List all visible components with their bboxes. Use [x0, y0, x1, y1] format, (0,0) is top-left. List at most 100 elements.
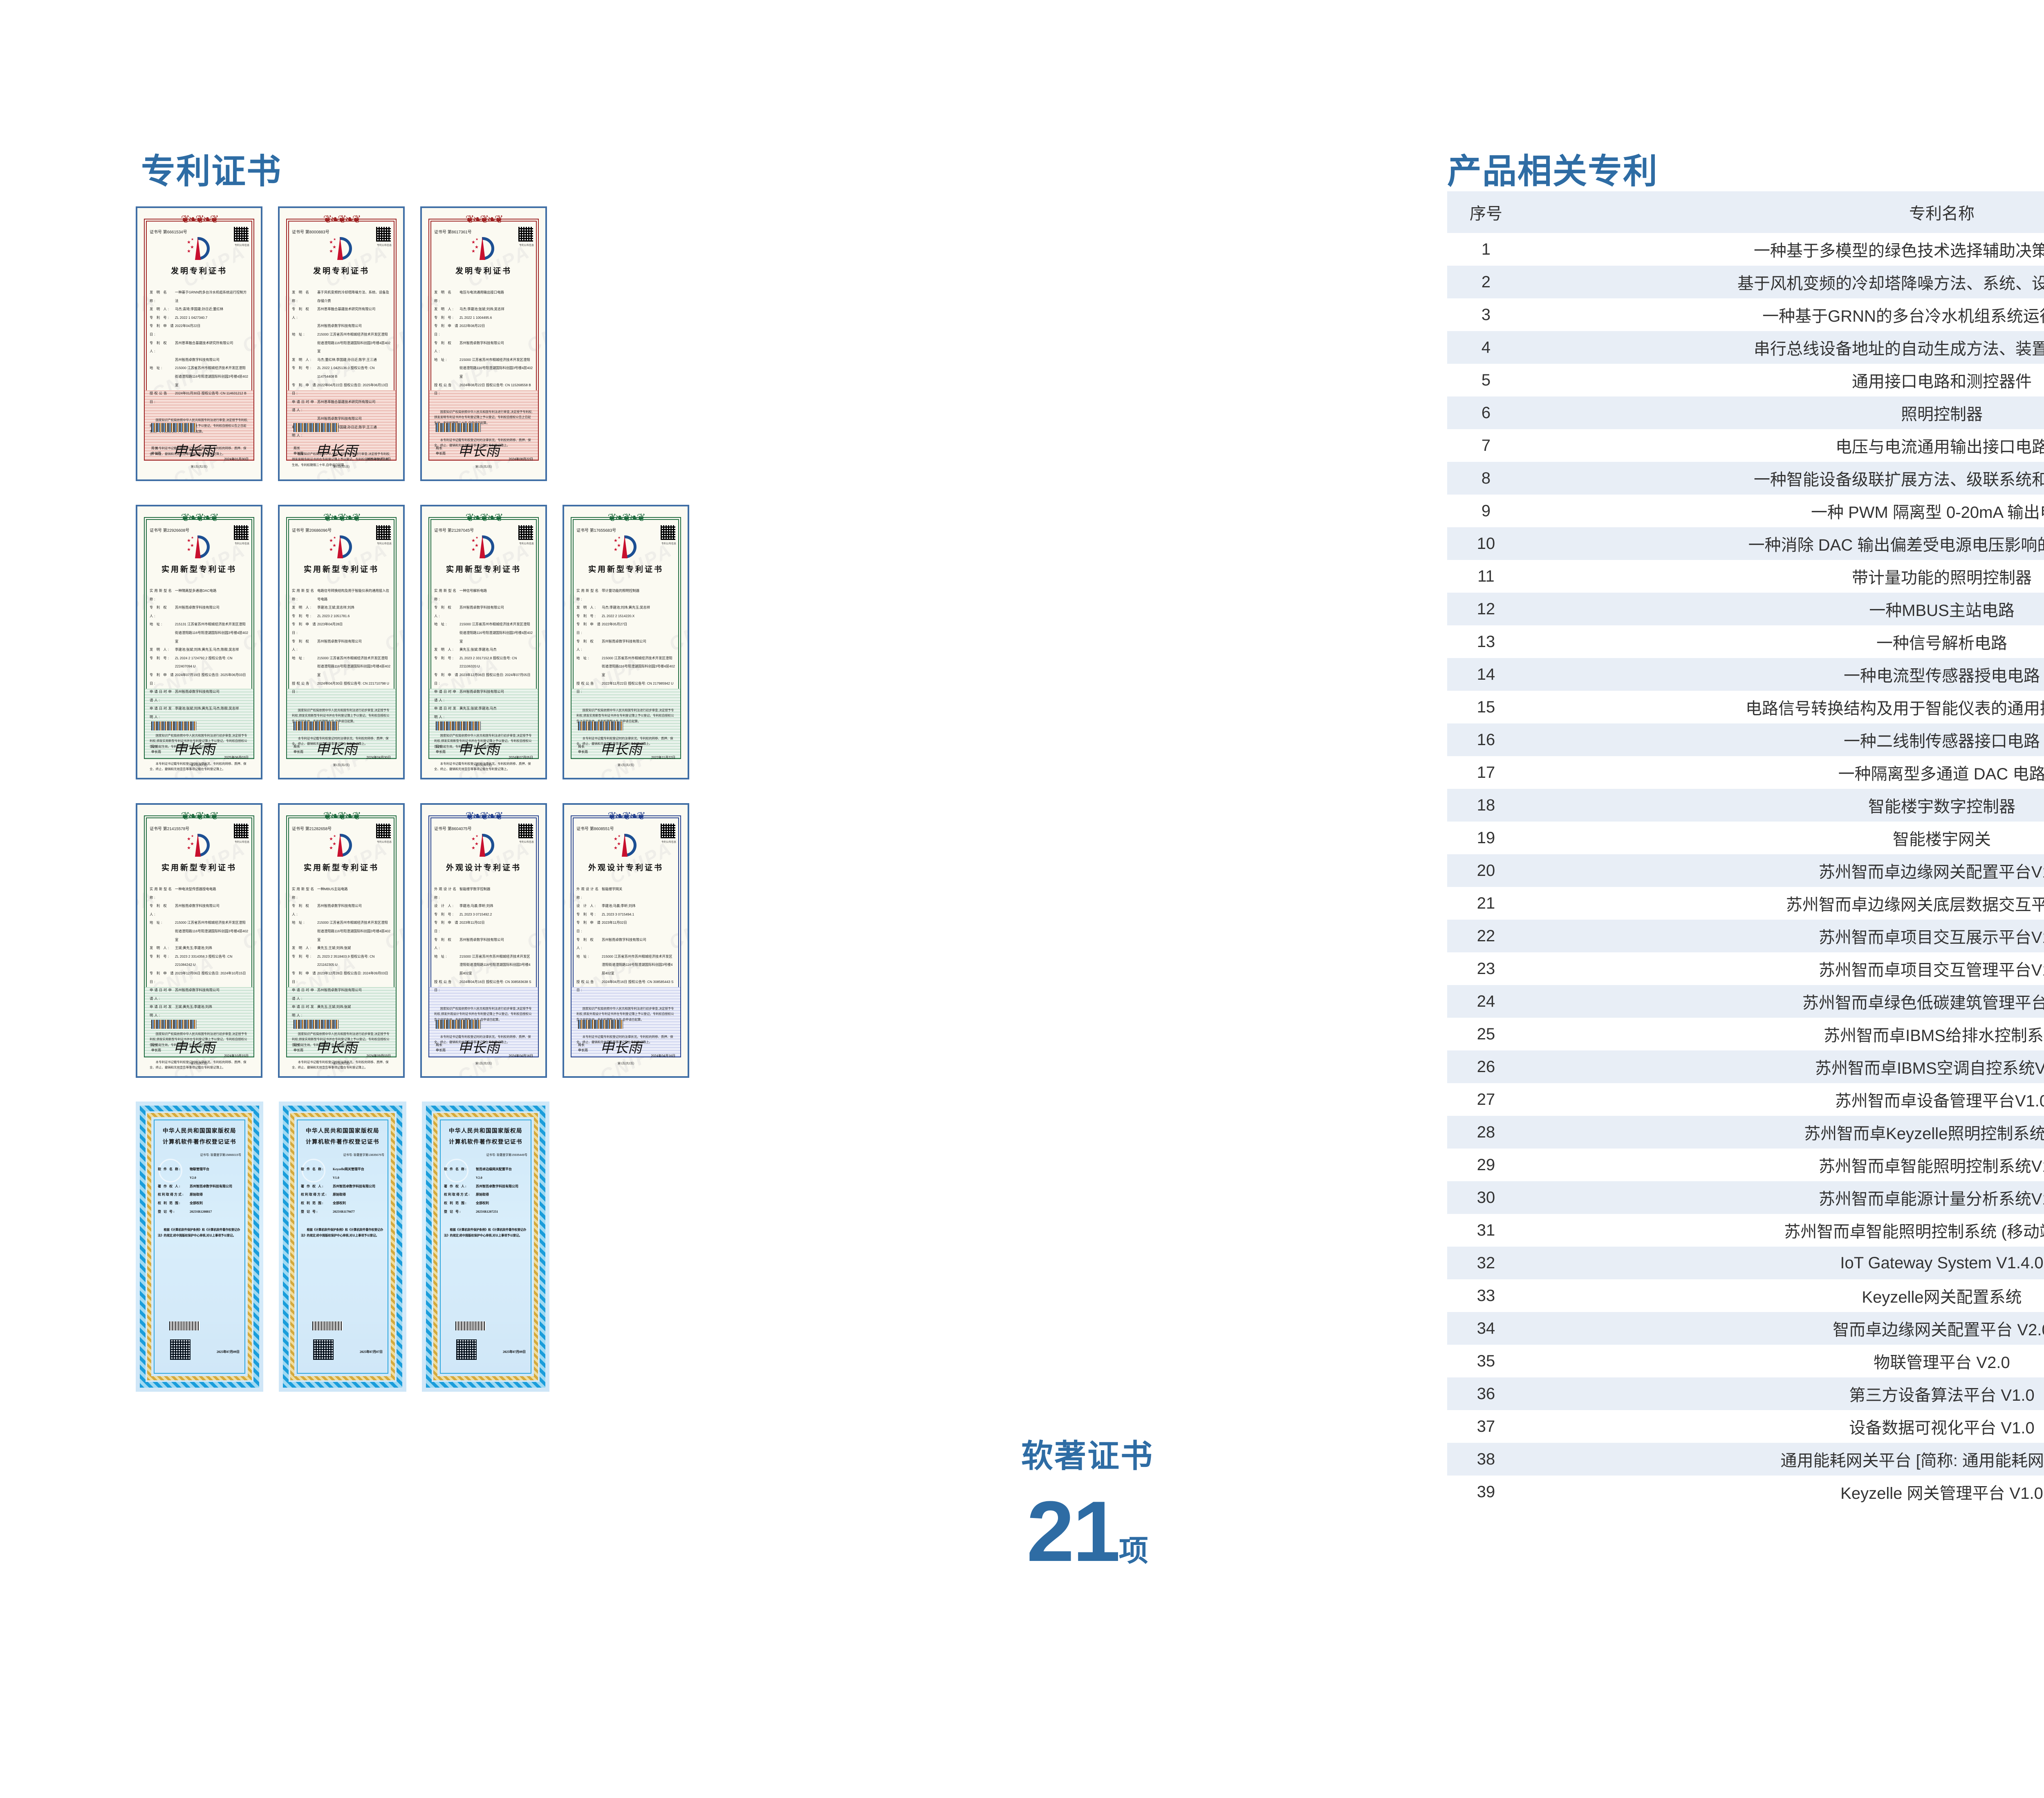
certificate-field: 外观设计名称: 智能楼宇网关	[576, 885, 675, 902]
software-certificate-field-value: 全部权利	[190, 1201, 203, 1205]
software-certificate-fields: 软 件 名 称: 智而卓边缘网关配置平台 V2.0 著 作 权 人: 苏州智而卓数字科技…	[444, 1165, 527, 1216]
cell-index: 28	[1477, 1123, 1495, 1141]
certificate-paragraph-2: 本专利证书记载专利权登记时的法律状况。专利权的转移、质押、保全、终止、撤销和无效…	[150, 761, 247, 771]
certificate-page-mark: 第1页(共1页)	[191, 764, 208, 767]
certificate-field-label: 申请日时发明人:	[150, 706, 173, 719]
certificate-issue-date: 2024年09月03日	[366, 1054, 391, 1058]
certificate-field-value: ZL 2022 2 1514220.X	[602, 614, 635, 618]
certificate-field: 专 利 申 请 日: 2022年05月27日	[576, 620, 675, 637]
certificate-heading: 实用新型专利证书	[303, 565, 379, 574]
certificate-field-label: 地 址:	[434, 622, 448, 627]
certificate-field: 申请日时发明人: 黄先玉;王斌;刘炜;张斌	[292, 1003, 391, 1019]
certificate-field-value: 苏州智而卓数字科技有限公司	[175, 605, 220, 610]
software-certificate-field: 软 件 名 称: 物联管理平台	[158, 1165, 241, 1174]
software-certificate-field-value: 2025SR1208817	[190, 1209, 212, 1214]
certificate-signature: 局长 申长雨 申长雨	[436, 1040, 500, 1056]
certificate-field-value: 苏州智而卓数字科技有限公司	[317, 988, 362, 992]
signature-handwriting: 申长雨	[458, 1039, 500, 1056]
certificate-field: 地 址: 215000 江苏省苏州市相城经济技术开发区澄阳街道澄阳路116号阳澄湖…	[576, 654, 675, 679]
certificate-field-label: 地 址:	[576, 656, 590, 660]
software-certificate-field: V2.0	[444, 1174, 527, 1182]
certificate-page-mark: 第1页(共2页)	[333, 764, 350, 767]
certificate-barcode	[294, 721, 338, 730]
certificate-field-label: 发 明 人:	[292, 605, 313, 610]
certificate-paragraph-1: 国家知识产权局依照中华人民共和国专利法进行初步审查,决定授予专利权,颁发实用新型…	[150, 1032, 247, 1047]
cell-index: 24	[1477, 992, 1495, 1010]
certificate-field: 专 利 权 人: 苏州智而卓数字科技有限公司	[434, 936, 533, 952]
certificate-field-value: 李建池;马晨;李昕;刘炜	[602, 904, 636, 908]
qr-code-caption: 专利公布信息	[661, 841, 676, 844]
certificate-field: 地 址: 215000 江苏省苏州市相城经济技术开发区澄阳街道澄阳路116号阳澄湖…	[434, 620, 533, 645]
certificate-field-label: 发 明 人:	[150, 946, 170, 950]
certificate-field-label: 授权公告日:	[150, 391, 168, 404]
certificate-field-label: 专 利 申 请 日:	[150, 672, 175, 685]
certificate-field: 发 明 人: 马杰;李建池;刘炜;黄先玉;吴志祥	[576, 603, 675, 612]
certificate-fields: 实用新型名称: 一种MBUS主站电路专 利 权 人: 苏州智而卓数字科技有限公司地 …	[292, 885, 391, 1020]
cell-index: 33	[1477, 1286, 1495, 1305]
certificate-gold-border	[147, 1113, 252, 1380]
certificate-field: 申请日时发明人: 王斌;黄先玉;李建池;刘炜	[150, 1003, 249, 1019]
certificate-field-value: 2023年11月02日	[602, 920, 627, 925]
table-row: 9一种 PWM 隔离型 0-20mA 输出电路发明	[1447, 495, 2044, 527]
certificate-paragraph-1: 国家知识产权局依照中华人民共和国专利法进行初步审查,决定授予专利权,颁发实用新型…	[292, 708, 390, 723]
certificate-field-value: 2022年11月22日 授权公告号: CN 217985942 U	[602, 681, 674, 685]
certificate-field-value: 苏州智而卓数字科技有限公司	[459, 340, 504, 345]
software-certificate-barcode	[169, 1321, 199, 1330]
certificate-field-label: 地 址:	[150, 622, 164, 627]
certificate-field: 实用新型名称: 一种MBUS主站电路	[292, 885, 391, 902]
certificate-field-value: 215000 江苏省苏州市相城经济技术开发区澄阳街道澄阳路116号阳澄湖国际科创…	[317, 656, 391, 677]
cell-patent-name: 一种消除 DAC 输出偏差受电源电压影响的电路及方法	[1748, 536, 2044, 554]
patent-certificate-card: CNIPA CNIPA CNIPA CNIPA CNIPA CNIPA CNIP…	[278, 803, 405, 1078]
patent-certificate-card: CNIPA CNIPA CNIPA CNIPA CNIPA CNIPA CNIP…	[278, 206, 405, 481]
certificate-number: 证书号 第20686096号	[292, 528, 332, 533]
cnipa-emblem-icon: ★ ★ ★ ★	[613, 832, 639, 858]
certificate-field: 地 址: 215000 江苏省苏州市相城经济技术开发区澄阳街道澄阳路116号阳澄湖…	[150, 364, 249, 389]
signature-handwriting: 申长雨	[600, 1039, 642, 1056]
software-certificate-fields: 软 件 名 称: Keyzelle网关管理平台 V1.0 著 作 权 人: 苏州智而卓数…	[301, 1165, 384, 1216]
cell-index: 17	[1477, 763, 1495, 781]
software-certificate-field-label: 权利取得方式:	[158, 1193, 184, 1197]
signature-name: 申长雨	[436, 750, 446, 754]
certificate-field-value: 苏州智而卓数字科技有限公司	[602, 639, 646, 643]
cell-index: 29	[1477, 1155, 1495, 1174]
certificate-field: 发 明 名 称: 基于风机变频的冷却塔降噪方法、系统、设备及存储介质	[292, 288, 391, 305]
certificate-field: 专 利 申 请 日: 2023年12月06日 授权公告日: 2024年07月05日	[434, 671, 533, 687]
certificate-field-value: 215000 江苏省苏州市相城经济技术开发区澄阳街道澄阳路116号阳澄湖国际科创…	[459, 622, 533, 643]
certificate-field-label: 设 计 人:	[576, 904, 597, 908]
certificate-field-value: 王斌;黄先玉;李建池;刘炜	[175, 946, 212, 950]
certificate-frame	[571, 517, 681, 759]
certificate-field-value: 苏州智而卓数字科技有限公司	[175, 690, 220, 694]
certificate-field-label: 专 利 权 人:	[434, 340, 453, 354]
certificate-field: 地 址: 215000 江苏省苏州市相城经济技术开发区澄阳街道澄阳路116号阳澄湖…	[150, 918, 249, 944]
cell-patent-name: 苏州智而卓边缘网关配置平台V1.0	[1818, 863, 2044, 881]
certificate-field-value: 2024年04月16日 授权公告号: CN 308585443 S	[602, 979, 674, 984]
signature-name: 申长雨	[151, 452, 161, 456]
patent-certificates-column: 专利证书 CNIPA CNIPA CNIPA CNIPA CNIPA CNIPA…	[136, 152, 1152, 1574]
certificate-page-mark: 第1页(共1页)	[333, 1062, 350, 1065]
signature-title: 局长	[294, 1043, 300, 1047]
qr-code-icon	[376, 227, 391, 242]
cnipa-emblem-icon: ★ ★ ★ ★	[613, 534, 639, 560]
certificate-field: 发 明 名 称: 一种基于GRNN的多台冷水机组系统运行控制方法	[150, 288, 249, 305]
qr-code-caption: 专利公布信息	[234, 543, 249, 545]
certificate-crest-ornament: ❦❧❦❧❦	[465, 512, 504, 523]
certificate-field: 专 利 权 人: 苏州思萃融合基建技术研究所有限公司	[292, 305, 391, 322]
certificate-field-value: 李建池;张斌;刘炜;黄先玉;马杰;陈舰;吴志祥	[175, 647, 239, 652]
certificate-field: 发 明 名 称: 电压与电流通用输出接口电路	[434, 288, 533, 305]
certificate-field: 专 利 权 人: 苏州智而卓数字科技有限公司	[434, 339, 533, 356]
software-certificate-qr-icon	[456, 1339, 477, 1360]
certificate-crest-ornament: ❦❧❦❧❦	[181, 512, 219, 523]
certificate-field: 申请日时申请人: 苏州思萃融合基建技术研究所有限公司	[292, 398, 391, 414]
certificate-field-label: 地 址:	[576, 954, 590, 958]
certificate-heading: 外观设计专利证书	[446, 864, 521, 872]
cell-patent-name: 一种二线制传感器接口电路	[1844, 732, 2040, 750]
software-certificate-qr-icon	[170, 1339, 191, 1360]
certificate-field-value: 李建池;马晨;李昕;刘炜	[459, 904, 493, 908]
software-certificate-barcode	[455, 1321, 486, 1330]
certificate-field: 地 址: 215131 江苏省苏州市相城经济技术开发区澄阳街道澄阳路116号阳澄湖…	[150, 620, 249, 645]
cell-index: 37	[1477, 1417, 1495, 1435]
